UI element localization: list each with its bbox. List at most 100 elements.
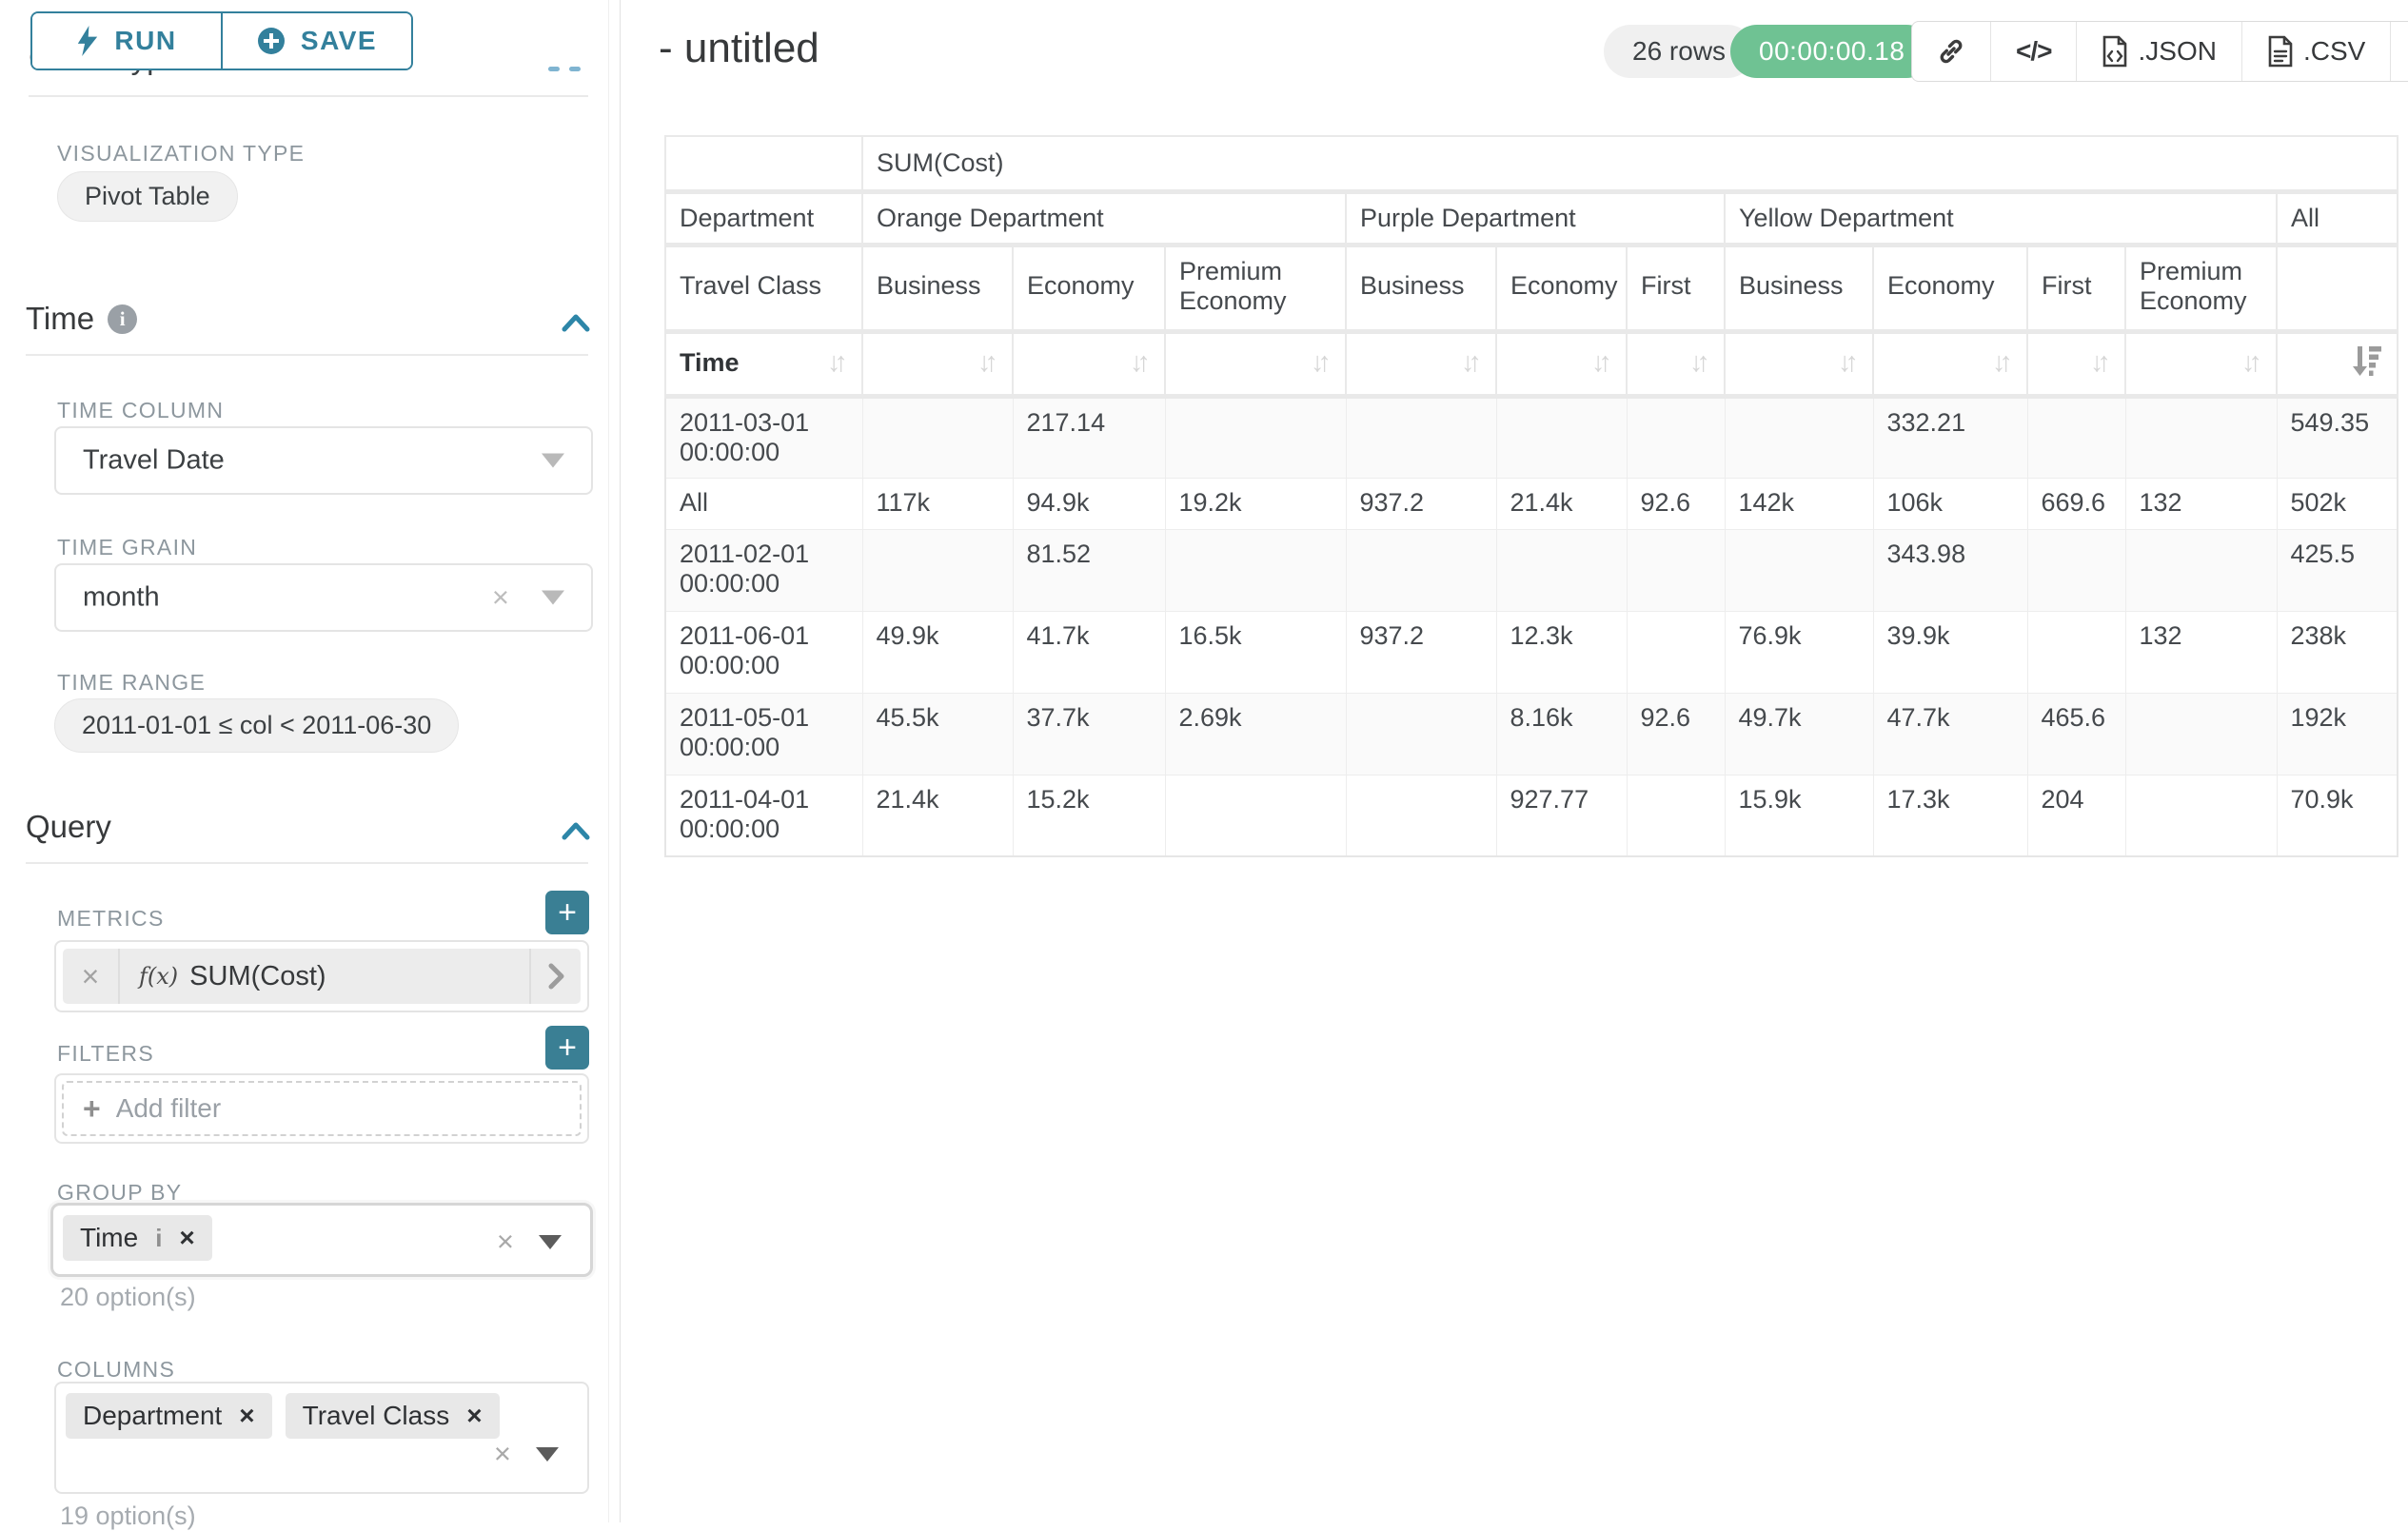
time-grain-select[interactable]: month × bbox=[54, 563, 593, 632]
column-sort-header[interactable]: ↓↑ bbox=[2125, 331, 2277, 396]
travel-class-header[interactable]: Premium Economy bbox=[2125, 245, 2277, 331]
travel-class-header[interactable]: Economy bbox=[1873, 245, 2027, 331]
department-group-header[interactable]: All bbox=[2277, 191, 2398, 245]
column-sort-header[interactable] bbox=[2277, 331, 2398, 396]
time-column-value: Travel Date bbox=[83, 445, 225, 477]
sort-toggle-icon[interactable]: ↓↑ bbox=[1591, 348, 1612, 379]
remove-tag-icon[interactable]: × bbox=[179, 1223, 194, 1253]
time-axis-label: Time bbox=[680, 348, 740, 377]
group-by-tag[interactable]: Timei× bbox=[63, 1215, 212, 1261]
add-filter-label: Add filter bbox=[116, 1093, 222, 1124]
remove-metric-icon[interactable]: × bbox=[63, 949, 120, 1004]
clear-all-icon[interactable]: × bbox=[494, 1437, 511, 1471]
pivot-value-cell: 92.6 bbox=[1627, 478, 1725, 529]
collapse-chevron-up-icon[interactable] bbox=[560, 818, 592, 843]
row-label-cell: 2011-04-01 00:00:00 bbox=[665, 775, 862, 856]
visualization-type-pill[interactable]: Pivot Table bbox=[57, 171, 238, 222]
add-filter-button[interactable]: + Add filter bbox=[62, 1081, 582, 1136]
filters-label: FILTERS bbox=[57, 1041, 154, 1067]
column-sort-header[interactable]: ↓↑ bbox=[1627, 331, 1725, 396]
travel-class-header[interactable]: Economy bbox=[1496, 245, 1627, 331]
column-sort-header[interactable]: ↓↑ bbox=[1165, 331, 1346, 396]
department-group-header[interactable]: Orange Department bbox=[862, 191, 1346, 245]
remove-tag-icon[interactable]: × bbox=[466, 1401, 482, 1431]
export-csv-button[interactable]: .CSV bbox=[2241, 22, 2390, 81]
column-sort-header[interactable]: ↓↑ bbox=[1496, 331, 1627, 396]
column-sort-header[interactable]: ↓↑ bbox=[1346, 331, 1496, 396]
pivot-value-cell bbox=[1346, 693, 1496, 775]
remove-tag-icon[interactable]: × bbox=[239, 1401, 254, 1431]
csv-file-icon bbox=[2267, 35, 2294, 68]
chart-title[interactable]: - untitled bbox=[659, 25, 819, 72]
time-range-label: TIME RANGE bbox=[57, 670, 206, 696]
pivot-value-cell: 502k bbox=[2277, 478, 2398, 529]
sort-toggle-icon[interactable]: ↓↑ bbox=[2090, 348, 2111, 379]
columns-tag[interactable]: Department× bbox=[66, 1393, 272, 1439]
add-metric-button[interactable]: + bbox=[545, 891, 589, 934]
copy-link-button[interactable] bbox=[1912, 22, 1990, 81]
time-grain-value: month bbox=[83, 582, 160, 614]
sort-toggle-icon[interactable]: ↓↑ bbox=[827, 348, 848, 379]
sort-toggle-icon[interactable]: ↓↑ bbox=[2241, 348, 2262, 379]
pivot-value-cell bbox=[1165, 529, 1346, 611]
sort-toggle-icon[interactable]: ↓↑ bbox=[1689, 348, 1710, 379]
table-row: All117k94.9k19.2k937.221.4k92.6142k106k6… bbox=[665, 478, 2398, 529]
run-button[interactable]: RUN bbox=[32, 13, 223, 69]
sort-toggle-icon[interactable]: ↓↑ bbox=[1311, 348, 1332, 379]
more-options-button[interactable] bbox=[2390, 22, 2408, 81]
metric-pill[interactable]: × f(x) SUM(Cost) bbox=[63, 949, 581, 1004]
pivot-value-cell: 106k bbox=[1873, 478, 2027, 529]
column-sort-header[interactable]: ↓↑ bbox=[2027, 331, 2125, 396]
time-section-header[interactable]: Time i bbox=[26, 301, 137, 337]
columns-tag[interactable]: Travel Class× bbox=[286, 1393, 500, 1439]
department-group-header[interactable]: Purple Department bbox=[1346, 191, 1725, 245]
travel-class-header[interactable]: First bbox=[2027, 245, 2125, 331]
department-group-header[interactable]: Yellow Department bbox=[1725, 191, 2277, 245]
sort-toggle-icon[interactable]: ↓↑ bbox=[1461, 348, 1482, 379]
columns-select[interactable]: Department× Travel Class× × bbox=[54, 1382, 589, 1494]
time-column-select[interactable]: Travel Date bbox=[54, 426, 593, 495]
sort-amount-desc-icon[interactable] bbox=[2351, 343, 2383, 384]
travel-class-header[interactable]: Business bbox=[1346, 245, 1496, 331]
sort-toggle-icon[interactable]: ↓↑ bbox=[1838, 348, 1859, 379]
pivot-value-cell bbox=[2125, 775, 2277, 856]
travel-class-header[interactable]: Premium Economy bbox=[1165, 245, 1346, 331]
pivot-value-cell: 49.9k bbox=[862, 611, 1013, 693]
chevron-right-icon bbox=[546, 962, 565, 991]
row-label-cell: 2011-02-01 00:00:00 bbox=[665, 529, 862, 611]
pivot-value-cell: 76.9k bbox=[1725, 611, 1873, 693]
pivot-value-cell bbox=[1496, 396, 1627, 478]
sort-toggle-icon[interactable]: ↓↑ bbox=[977, 348, 998, 379]
add-filter-plus-button[interactable]: + bbox=[545, 1026, 589, 1070]
pivot-value-cell bbox=[1346, 775, 1496, 856]
info-icon[interactable]: i bbox=[108, 304, 137, 334]
time-sort-header[interactable]: Time ↓↑ bbox=[665, 331, 862, 396]
expand-metric-button[interactable] bbox=[529, 949, 581, 1004]
pivot-value-cell: 37.7k bbox=[1013, 693, 1165, 775]
export-json-button[interactable]: .JSON bbox=[2076, 22, 2240, 81]
collapse-chevron-up-icon[interactable] bbox=[560, 310, 592, 335]
column-sort-header[interactable]: ↓↑ bbox=[1873, 331, 2027, 396]
pivot-value-cell bbox=[1627, 396, 1725, 478]
clear-icon[interactable]: × bbox=[492, 580, 509, 615]
travel-class-header[interactable]: Economy bbox=[1013, 245, 1165, 331]
clipped-icon-fragment bbox=[569, 67, 581, 71]
sort-toggle-icon[interactable]: ↓↑ bbox=[1130, 348, 1151, 379]
query-section-header[interactable]: Query bbox=[26, 809, 111, 845]
sort-toggle-icon[interactable]: ↓↑ bbox=[1992, 348, 2013, 379]
time-range-pill[interactable]: 2011-01-01 ≤ col < 2011-06-30 bbox=[54, 698, 459, 753]
travel-class-header[interactable] bbox=[2277, 245, 2398, 331]
pivot-value-cell bbox=[1627, 529, 1725, 611]
group-by-select[interactable]: Timei× × bbox=[50, 1203, 593, 1277]
sidebar-scroll-gutter[interactable] bbox=[608, 0, 609, 1522]
info-icon[interactable]: i bbox=[155, 1224, 162, 1253]
travel-class-header[interactable]: Business bbox=[1725, 245, 1873, 331]
column-sort-header[interactable]: ↓↑ bbox=[862, 331, 1013, 396]
column-sort-header[interactable]: ↓↑ bbox=[1725, 331, 1873, 396]
view-query-button[interactable]: </> bbox=[1990, 22, 2076, 81]
save-button[interactable]: SAVE bbox=[223, 13, 411, 69]
clear-all-icon[interactable]: × bbox=[497, 1225, 514, 1259]
travel-class-header[interactable]: Business bbox=[862, 245, 1013, 331]
travel-class-header[interactable]: First bbox=[1627, 245, 1725, 331]
column-sort-header[interactable]: ↓↑ bbox=[1013, 331, 1165, 396]
